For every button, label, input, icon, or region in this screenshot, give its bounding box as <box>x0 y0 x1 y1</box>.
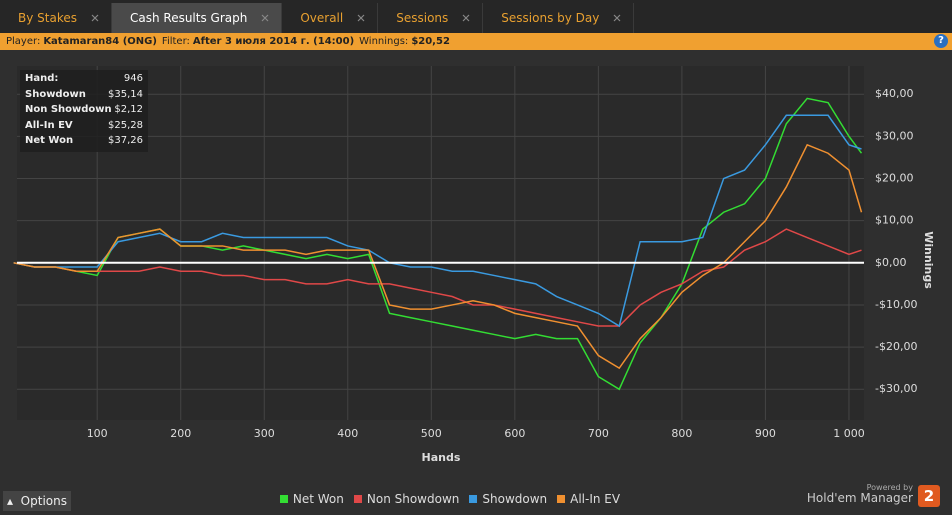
stat-value: $25,28 <box>108 119 143 131</box>
x-tick-label: 900 <box>755 427 776 440</box>
close-icon[interactable] <box>261 14 269 22</box>
filter-bar: Player: Katamaran84 (ONG) Filter: After 3 … <box>0 33 952 50</box>
tab-label: Cash Results Graph <box>129 11 248 25</box>
tab-bar: By Stakes Cash Results Graph Overall Sessio… <box>0 0 952 33</box>
chart: Hands Winnings 100 200 300 400 500 600 700 800 9… <box>13 66 935 464</box>
legend-item: Non Showdown <box>353 492 460 506</box>
tab-label: Overall <box>300 11 344 25</box>
close-icon[interactable] <box>357 14 365 22</box>
legend-swatch <box>279 495 288 503</box>
value: Katamaran84 (ONG) <box>43 36 157 47</box>
close-glyph <box>357 14 365 22</box>
y-tick-label: -$20,00 <box>875 340 917 353</box>
legend: Net Won Non Showdown Showdown All-In EV <box>0 492 900 506</box>
stat-value: $37,26 <box>108 135 143 146</box>
series-line <box>13 114 862 328</box>
stat-label: Hand: <box>25 73 59 84</box>
y-tick-label: $10,00 <box>875 214 914 227</box>
x-tick-label: 200 <box>170 427 191 440</box>
close-icon[interactable] <box>91 14 99 22</box>
x-tick-label: 100 <box>87 427 108 440</box>
label: Player: <box>6 36 41 47</box>
stat-row: Non Showdown $2,12 <box>20 103 148 119</box>
tab[interactable]: Cash Results Graph <box>111 3 283 33</box>
y-tick-label: $30,00 <box>875 129 914 142</box>
legend-label: Non Showdown <box>366 492 460 506</box>
stat-label: Net Won <box>25 135 74 146</box>
y-tick-label: -$10,00 <box>875 298 917 311</box>
stat-value: 946 <box>123 73 143 84</box>
close-glyph <box>462 14 470 22</box>
options-button[interactable]: ▴ Options <box>3 491 71 511</box>
stat-row: All-In EV $25,28 <box>20 119 148 135</box>
x-tick-label: 500 <box>421 427 442 440</box>
legend-item: Net Won <box>279 492 344 506</box>
stat-value: $2,12 <box>114 104 143 115</box>
powered-by: Powered by <box>866 483 913 492</box>
close-icon[interactable] <box>613 14 621 22</box>
brand-badge: 2 <box>918 485 940 507</box>
legend-swatch <box>557 495 566 503</box>
legend-label: Net Won <box>292 492 344 506</box>
x-tick-label: 300 <box>254 427 275 440</box>
tab[interactable]: Sessions by Day <box>483 3 635 33</box>
x-tick-label: 600 <box>504 427 525 440</box>
stat-label: Non Showdown <box>25 104 112 115</box>
y-axis-label: Winnings <box>922 231 935 289</box>
x-tick-label: 400 <box>337 427 358 440</box>
brand: Hold'em Manager <box>806 491 913 505</box>
label: Winnings: <box>359 36 409 47</box>
label: Filter: <box>161 36 190 47</box>
plot-area <box>17 66 864 420</box>
close-glyph <box>261 14 269 22</box>
legend-item: Showdown <box>469 492 547 506</box>
tab[interactable]: Overall <box>282 3 379 33</box>
y-tick-label: $20,00 <box>875 172 914 185</box>
tab[interactable]: Sessions <box>378 3 484 33</box>
stat-row: Hand: 946 <box>20 72 148 88</box>
close-glyph <box>613 14 621 22</box>
y-tick-label: -$30,00 <box>875 382 917 395</box>
legend-label: All-In EV <box>570 492 621 506</box>
series-line <box>13 228 862 327</box>
legend-swatch <box>469 495 478 503</box>
legend-swatch <box>353 495 362 503</box>
label: Options <box>20 494 67 508</box>
stat-label: All-In EV <box>25 119 73 131</box>
help-button[interactable]: ? <box>934 34 948 48</box>
x-tick-label: 800 <box>671 427 692 440</box>
series-line <box>13 143 863 370</box>
close-icon[interactable] <box>462 14 470 22</box>
legend-item: All-In EV <box>557 492 620 506</box>
close-glyph <box>91 14 99 22</box>
stat-label: Showdown <box>25 88 86 100</box>
value: $20,52 <box>411 36 450 47</box>
y-tick-label: $40,00 <box>875 87 914 100</box>
tab[interactable]: By Stakes <box>0 3 112 33</box>
stat-row: Showdown $35,14 <box>20 88 148 104</box>
value: After 3 июля 2014 г. (14:00) <box>192 36 355 47</box>
stat-value: $35,14 <box>108 88 143 100</box>
x-tick-label: 1 000 <box>833 427 865 440</box>
tab-label: Sessions by Day <box>501 11 600 25</box>
x-axis-label: Hands <box>422 451 461 464</box>
tab-label: By Stakes <box>18 11 77 25</box>
stat-row: Net Won $37,26 <box>20 134 148 150</box>
x-tick-label: 700 <box>588 427 609 440</box>
legend-label: Showdown <box>482 492 548 506</box>
stats-box: Hand: 946 Showdown $35,14 Non Showdown $2,12 A… <box>20 70 148 152</box>
y-tick-label: $0,00 <box>875 256 907 269</box>
tab-label: Sessions <box>396 11 449 25</box>
